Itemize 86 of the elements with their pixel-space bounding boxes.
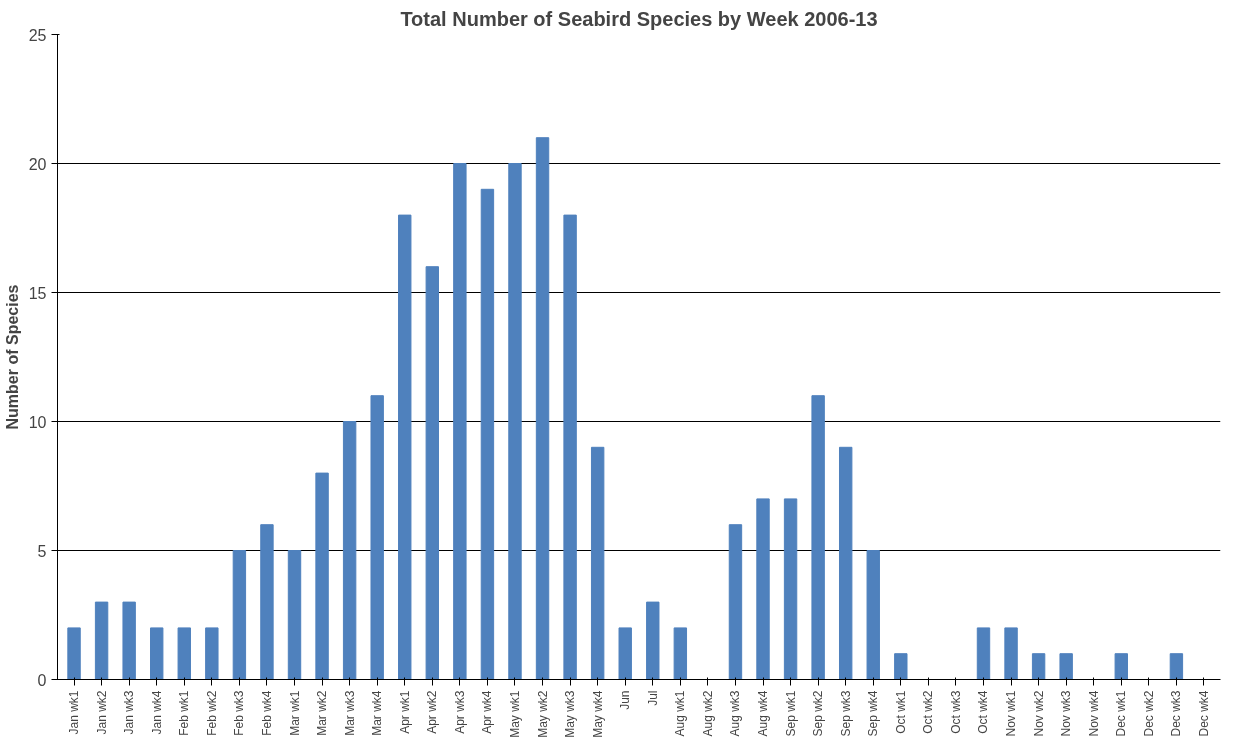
x-tick-label: Aug wk4	[756, 690, 771, 737]
y-tick-label: 10	[28, 413, 47, 431]
bar	[342, 421, 357, 680]
x-tick-label: Dec wk2	[1141, 690, 1156, 737]
x-tick-label: Jan wk1	[67, 690, 82, 735]
x-tick-label: Jun	[618, 690, 633, 710]
x-tick-label: Apr wk4	[480, 690, 495, 734]
x-tick-label: Oct wk1	[893, 690, 908, 734]
x-tick-label: Feb wk2	[204, 690, 219, 736]
x-tick-label: Apr wk1	[397, 690, 412, 734]
bar	[150, 627, 164, 680]
bar	[1114, 653, 1128, 680]
bar	[260, 524, 274, 680]
bar	[232, 550, 247, 680]
x-tick-label: Sep wk4	[866, 690, 881, 737]
x-tick-label: Nov wk1	[1004, 690, 1019, 737]
x-tick-label: Oct wk2	[921, 690, 936, 734]
x-tick-label: Mar wk4	[370, 690, 385, 736]
x-tick-label: May wk3	[563, 690, 578, 738]
y-tick-label: 25	[28, 26, 47, 44]
x-tick-label: Mar wk1	[287, 690, 302, 736]
x-tick-label: Aug wk2	[700, 690, 715, 737]
x-tick-label: Apr wk2	[425, 690, 440, 734]
bar	[646, 601, 660, 680]
bar	[315, 472, 329, 680]
bar	[728, 524, 743, 680]
y-tick-label: 0	[37, 671, 47, 689]
x-tick-label: Jan wk4	[149, 690, 164, 735]
x-tick-label: Oct wk3	[948, 690, 963, 734]
bar	[398, 214, 412, 680]
bar	[894, 653, 908, 680]
bar	[563, 214, 577, 680]
y-tick-label: 5	[37, 542, 47, 560]
x-tick-label: Sep wk1	[783, 690, 798, 737]
x-tick-label: May wk2	[535, 690, 550, 738]
bar	[756, 498, 770, 680]
bar	[480, 188, 495, 680]
bar	[976, 627, 991, 680]
bar	[838, 446, 853, 680]
y-tick-label: 15	[28, 284, 47, 302]
bar	[425, 266, 440, 680]
bar	[1169, 653, 1184, 680]
x-tick-label: Sep wk2	[811, 690, 826, 737]
x-tick-label: Aug wk1	[673, 690, 688, 737]
bar	[287, 550, 302, 680]
x-tick-label: Mar wk3	[342, 690, 357, 736]
x-tick-label: Mar wk2	[315, 690, 330, 736]
x-tick-label: Dec wk1	[1114, 690, 1129, 737]
x-tick-label: Sep wk3	[838, 690, 853, 737]
bar	[205, 627, 219, 680]
x-tick-label: Apr wk3	[452, 690, 467, 734]
x-tick-label: May wk1	[507, 690, 522, 738]
bar	[1004, 627, 1018, 680]
x-tick-label: Oct wk4	[976, 690, 991, 734]
bar	[1059, 653, 1073, 680]
x-tick-label: May wk4	[590, 690, 605, 738]
bar	[453, 163, 467, 680]
y-tick-label: 20	[28, 155, 47, 173]
x-tick-label: Dec wk3	[1169, 690, 1184, 737]
bar	[122, 601, 136, 680]
bar	[1031, 653, 1046, 680]
x-tick-label: Feb wk4	[259, 690, 274, 736]
x-tick-label: Nov wk2	[1031, 690, 1046, 737]
x-tick-label: Dec wk4	[1196, 690, 1211, 737]
x-tick-label: Nov wk3	[1059, 690, 1074, 737]
bar	[811, 395, 825, 680]
x-tick-label: Aug wk3	[728, 690, 743, 737]
bar	[618, 627, 632, 680]
bar	[508, 163, 522, 680]
y-axis-title: Number of Species	[3, 284, 21, 430]
x-tick-label: Feb wk3	[232, 690, 247, 736]
x-tick-label: Feb wk1	[177, 690, 192, 736]
bar	[370, 395, 384, 680]
bar	[866, 550, 880, 680]
x-tick-label: Jan wk2	[94, 690, 109, 735]
x-tick-label: Jan wk3	[122, 690, 137, 735]
bar	[783, 498, 798, 680]
chart-title: Total Number of Seabird Species by Week 2006-13	[400, 7, 878, 30]
bar	[673, 627, 688, 680]
x-tick-label: Jul	[645, 690, 660, 706]
bar	[535, 137, 550, 680]
bar	[590, 446, 605, 680]
bar	[94, 601, 109, 680]
x-tick-label: Nov wk4	[1086, 690, 1101, 737]
bar	[177, 627, 191, 680]
bar	[67, 627, 81, 680]
